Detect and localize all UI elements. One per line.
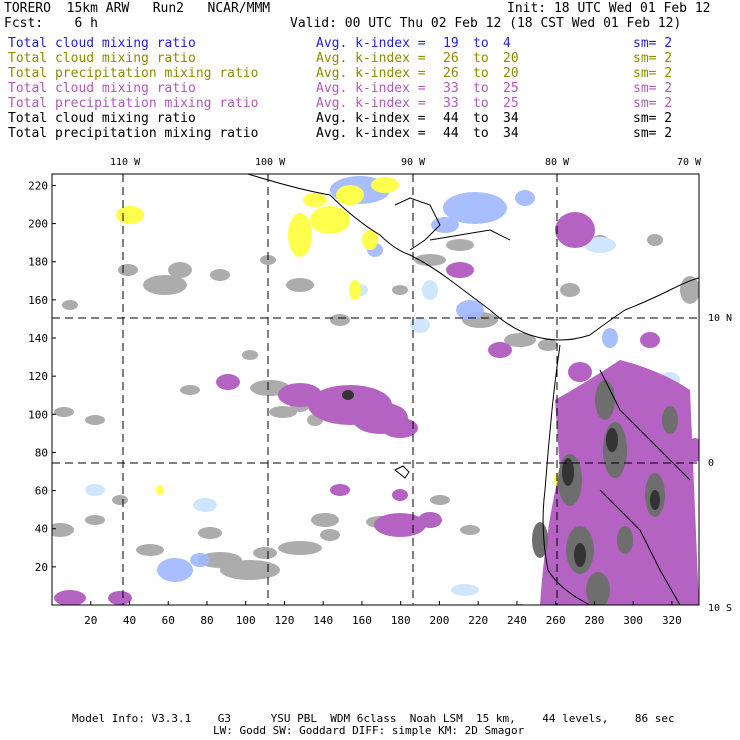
legend-to: to [473, 66, 489, 81]
physics-info: LW: Godd SW: Goddard DIFF: simple KM: 2D… [213, 724, 525, 737]
y-tick-label: 140 [28, 332, 48, 345]
y-tick-label: 120 [28, 370, 48, 383]
legend-to: to [473, 111, 489, 126]
x-tick-label: 320 [662, 614, 682, 627]
y-tick-label: 160 [28, 294, 48, 307]
y-tick-label: 60 [35, 485, 48, 498]
x-tick-label: 100 [236, 614, 256, 627]
y-tick-label: 200 [28, 218, 48, 231]
legend-field: Total precipitation mixing ratio [8, 96, 259, 111]
legend-field: Total cloud mixing ratio [8, 51, 196, 66]
gray-cloud-layer [52, 234, 699, 605]
legend-sm: sm= 2 [633, 96, 673, 111]
lat-lon-grid [52, 174, 699, 605]
y-tick-label: 20 [35, 561, 48, 574]
x-tick-label: 80 [200, 614, 213, 627]
y-tick-label: 100 [28, 408, 48, 421]
legend-avg: Avg. k-index = [316, 111, 426, 126]
legend-k1: 33 [443, 96, 459, 111]
legend-sm: sm= 2 [633, 51, 673, 66]
legend-k2: 34 [503, 111, 519, 126]
legend-field: Total precipitation mixing ratio [8, 126, 259, 141]
legend-field: Total cloud mixing ratio [8, 36, 196, 51]
x-tick-label: 60 [162, 614, 175, 627]
lat-label: 10 S [708, 603, 732, 614]
legend-k1: 44 [443, 126, 459, 141]
legend-to: to [473, 126, 489, 141]
legend-field: Total cloud mixing ratio [8, 111, 196, 126]
legend-avg: Avg. k-index = [316, 36, 426, 51]
legend-k2: 34 [503, 126, 519, 141]
lon-label: 100 W [255, 157, 286, 168]
x-tick-label: 140 [313, 614, 333, 627]
legend-to: to [473, 51, 489, 66]
legend-to: to [473, 36, 489, 51]
lon-labels: 110 W 100 W 90 W 80 W 70 W [110, 157, 702, 168]
legend-sm: sm= 2 [633, 111, 673, 126]
legend-sm: sm= 2 [633, 36, 673, 51]
model-title: TORERO 15km ARW Run2 NCAR/MMM [4, 1, 271, 16]
map-panel: 110 W 100 W 90 W 80 W 70 W 10 N 0 10 S 2… [0, 150, 740, 640]
lat-label: 0 [708, 458, 714, 469]
legend-field: Total precipitation mixing ratio [8, 66, 259, 81]
legend-avg: Avg. k-index = [316, 81, 426, 96]
y-tick-label: 180 [28, 256, 48, 269]
legend-k1: 26 [443, 51, 459, 66]
forecast-hour: Fcst: 6 h [4, 16, 98, 31]
legend-avg: Avg. k-index = [316, 66, 426, 81]
x-tick-label: 260 [546, 614, 566, 627]
legend-to: to [473, 96, 489, 111]
valid-time: Valid: 00 UTC Thu 02 Feb 12 (18 CST Wed … [290, 16, 682, 31]
y-tick-label: 80 [35, 446, 48, 459]
x-tick-label: 40 [123, 614, 136, 627]
darkest-precip-layer [342, 390, 660, 567]
legend-k2: 20 [503, 51, 519, 66]
legend-k1: 26 [443, 66, 459, 81]
model-info: Model Info: V3.3.1 G3 YSU PBL WDM 6class… [72, 712, 675, 725]
legend-k1: 44 [443, 111, 459, 126]
x-tick-label: 160 [352, 614, 372, 627]
x-tick-label: 20 [84, 614, 97, 627]
x-tick-label: 200 [429, 614, 449, 627]
map-frame [51, 173, 700, 606]
legend-k2: 25 [503, 81, 519, 96]
y-axis-ticks: 220 200 180 160 140 120 100 80 60 40 20 [28, 179, 56, 574]
legend-k2: 4 [503, 36, 511, 51]
legend-k1: 33 [443, 81, 459, 96]
precip-layers [52, 176, 699, 605]
legend-avg: Avg. k-index = [316, 126, 426, 141]
lon-label: 70 W [677, 157, 702, 168]
init-time: Init: 18 UTC Wed 01 Feb 12 [507, 1, 711, 16]
x-tick-label: 220 [468, 614, 488, 627]
x-tick-label: 120 [275, 614, 295, 627]
lat-labels: 10 N 0 10 S [708, 313, 732, 614]
lon-label: 90 W [401, 157, 426, 168]
legend-sm: sm= 2 [633, 81, 673, 96]
x-axis-ticks: 20 40 60 80 100 120 140 160 180 200 220 240 260 280 30… [84, 601, 682, 627]
x-tick-label: 300 [623, 614, 643, 627]
legend-avg: Avg. k-index = [316, 51, 426, 66]
x-tick-label: 180 [391, 614, 411, 627]
legend-sm: sm= 2 [633, 66, 673, 81]
legend-k2: 20 [503, 66, 519, 81]
weather-map: 110 W 100 W 90 W 80 W 70 W 10 N 0 10 S 2… [28, 157, 732, 627]
y-tick-label: 220 [28, 179, 48, 192]
coastline [247, 174, 699, 605]
x-tick-label: 280 [584, 614, 604, 627]
lon-label: 110 W [110, 157, 141, 168]
lat-label: 10 N [708, 313, 732, 324]
legend-to: to [473, 81, 489, 96]
legend-k1: 19 [443, 36, 459, 51]
light-blue-layer [85, 237, 680, 596]
legend-sm: sm= 2 [633, 126, 673, 141]
legend-k2: 25 [503, 96, 519, 111]
y-tick-label: 40 [35, 523, 48, 536]
lon-label: 80 W [545, 157, 570, 168]
x-tick-label: 240 [507, 614, 527, 627]
legend-avg: Avg. k-index = [316, 96, 426, 111]
legend-field: Total cloud mixing ratio [8, 81, 196, 96]
